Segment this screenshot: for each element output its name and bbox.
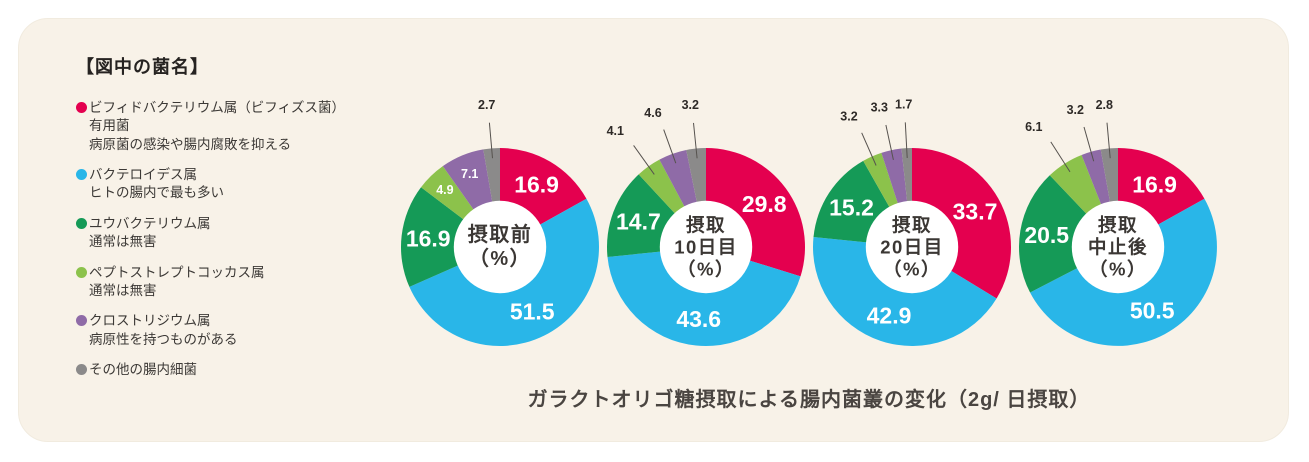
bacteria-legend: 【図中の菌名】 ビフィドバクテリウム属（ビフィズス菌） 有用菌病原菌の感染や腸内腐… <box>76 53 406 391</box>
slice-value-label: 43.6 <box>676 306 721 332</box>
slice-value-label-outside: 6.1 <box>1025 120 1042 134</box>
legend-item-description: 有用菌 <box>89 118 130 134</box>
infographic-card: 【図中の菌名】 ビフィドバクテリウム属（ビフィズス菌） 有用菌病原菌の感染や腸内腐… <box>18 18 1289 442</box>
donut-center-label: （%） <box>469 247 531 270</box>
legend-item-name: ペプトストレプトコッカス属 <box>76 264 406 282</box>
slice-value-label: 7.1 <box>461 167 478 181</box>
legend-item-list: ビフィドバクテリウム属（ビフィズス菌） 有用菌病原菌の感染や腸内腐敗を抑えるバクテ… <box>76 99 406 379</box>
peptostreptococcus-color-dot-icon <box>76 266 87 278</box>
slice-value-label: 50.5 <box>1130 298 1175 324</box>
slice-value-label: 16.9 <box>514 172 559 198</box>
label-leader-line <box>488 122 493 159</box>
legend-item-eubacterium: ユウバクテリウム属 通常は無害 <box>76 215 406 252</box>
slice-value-label-outside: 2.7 <box>478 98 495 112</box>
legend-item-description: 通常は無害 <box>89 282 157 298</box>
legend-item-description: ヒトの腸内で最も多い <box>89 185 224 201</box>
label-leader-line <box>693 122 698 159</box>
donut-center-label: （%） <box>677 259 735 280</box>
donut-center-label: 摂取 <box>686 215 726 236</box>
legend-item-name: クロストリジウム属 <box>76 312 406 330</box>
slice-value-label: 20.5 <box>1024 222 1069 248</box>
legend-item-name: ユウバクテリウム属 <box>76 215 406 233</box>
donut-hole <box>1071 200 1165 294</box>
label-leader-line <box>861 132 877 166</box>
slice-value-label-outside: 3.3 <box>871 101 888 115</box>
bacteroides-color-dot-icon <box>76 169 87 181</box>
donut-center-label: 20日目 <box>880 237 944 258</box>
donut-charts-row: 摂取前 （%） 16.9 51.5 16.9 4.9 7.1 2.7 摂取 10日目 （%） 29.8… <box>397 91 1221 357</box>
slice-value-label-outside: 3.2 <box>682 98 699 112</box>
label-leader-line <box>1083 126 1095 162</box>
other-bacteria-color-dot-icon <box>76 363 87 375</box>
clostridium-color-dot-icon <box>76 315 87 327</box>
legend-item-peptostreptococcus: ペプトストレプトコッカス属 通常は無害 <box>76 264 406 301</box>
legend-item-bifidobacterium: ビフィドバクテリウム属（ビフィズス菌） 有用菌病原菌の感染や腸内腐敗を抑える <box>76 99 406 154</box>
slice-value-label: 16.9 <box>406 226 451 252</box>
donut-slice-bacteroides <box>607 247 801 346</box>
legend-item-description: 通常は無害 <box>89 234 157 250</box>
slice-value-label: 33.7 <box>953 199 998 225</box>
donut-center-label: （%） <box>883 259 941 280</box>
legend-item-clostridium: クロストリジウム属 病原性を持つものがある <box>76 312 406 349</box>
slice-value-label: 29.8 <box>742 191 787 217</box>
donut-hole <box>865 200 959 294</box>
donut-center-label: 摂取 <box>892 215 932 236</box>
donut-center-label: 摂取前 <box>468 222 533 246</box>
label-leader-line <box>633 145 655 175</box>
legend-item-bacteroides: バクテロイデス属 ヒトの腸内で最も多い <box>76 166 406 203</box>
label-leader-line <box>663 129 677 164</box>
donut-center-label: （%） <box>1089 259 1147 280</box>
slice-value-label: 51.5 <box>510 299 555 325</box>
legend-item-name: ビフィドバクテリウム属（ビフィズス菌） <box>76 99 406 117</box>
slice-value-label: 42.9 <box>867 303 912 329</box>
eubacterium-color-dot-icon <box>76 217 87 229</box>
label-leader-line <box>1050 141 1071 173</box>
slice-value-label-outside: 4.1 <box>607 124 624 138</box>
label-leader-line <box>904 122 908 159</box>
legend-item-description: 病原菌の感染や腸内腐敗を抑える <box>89 136 292 152</box>
slice-value-label: 15.2 <box>829 195 874 221</box>
legend-item-name: バクテロイデス属 <box>76 166 406 184</box>
legend-title: 【図中の菌名】 <box>76 57 209 77</box>
slice-value-label-outside: 3.2 <box>840 110 857 124</box>
donut-slice-eubacterium <box>400 187 500 287</box>
legend-item-name: その他の腸内細菌 <box>76 361 406 379</box>
label-leader-line <box>1106 122 1111 159</box>
legend-item-other-bacteria: その他の腸内細菌 <box>76 361 406 379</box>
donut-center-label: 中止後 <box>1088 237 1148 258</box>
donut-chart-before-intake: 摂取前（%） 16.9 51.5 16.9 4.9 7.1 2.7 <box>400 98 599 346</box>
legend-item-description: 病原性を持つものがある <box>89 331 238 347</box>
slice-value-label-outside: 2.8 <box>1096 98 1113 112</box>
donut-slice-eubacterium <box>1018 175 1118 293</box>
slice-value-label-outside: 3.2 <box>1067 103 1084 117</box>
slice-value-label: 14.7 <box>616 209 661 235</box>
donut-hole <box>659 200 753 294</box>
label-leader-line <box>885 124 894 161</box>
donut-center-label: 摂取 <box>1098 215 1138 236</box>
slice-value-label: 16.9 <box>1132 172 1177 198</box>
slice-value-label-outside: 4.6 <box>644 106 661 120</box>
bifidobacterium-color-dot-icon <box>76 102 87 113</box>
chart-caption: ガラクトオリゴ糖摂取による腸内菌叢の変化（2g/ 日摂取） <box>527 389 1091 411</box>
donut-center-label: 10日目 <box>674 237 738 258</box>
slice-value-label-outside: 1.7 <box>895 98 912 112</box>
donut-hole <box>453 200 547 294</box>
slice-value-label: 4.9 <box>436 183 453 197</box>
